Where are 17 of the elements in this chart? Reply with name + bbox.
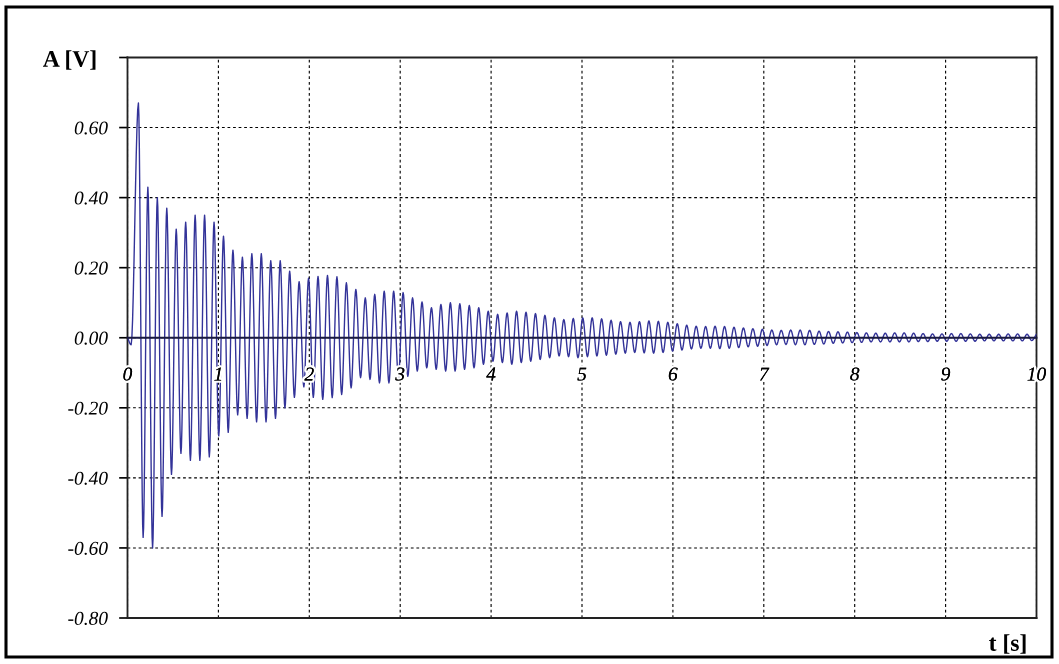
y-tick-label: -0.40 [68,471,108,485]
x-tick-label: 9 [941,367,951,381]
x-axis-title: t [s] [989,634,1026,654]
y-tick-label: 0.60 [74,121,108,135]
x-tick-label: 8 [850,367,860,381]
x-tick-label: 7 [760,367,770,381]
y-tick-label: 0.00 [74,331,108,345]
y-tick-label: -0.60 [68,541,108,555]
y-axis-title: A [V] [43,50,96,70]
y-tick-label: 0.20 [74,261,108,275]
y-tick-label: -0.80 [68,611,108,626]
y-tick-label: -0.20 [68,401,108,415]
x-tick-label: 2 [304,367,314,381]
x-tick-label: 5 [577,367,587,381]
y-tick-label: 0.40 [74,191,108,205]
x-tick-label: 4 [486,367,496,381]
x-tick-label: 6 [668,367,678,381]
